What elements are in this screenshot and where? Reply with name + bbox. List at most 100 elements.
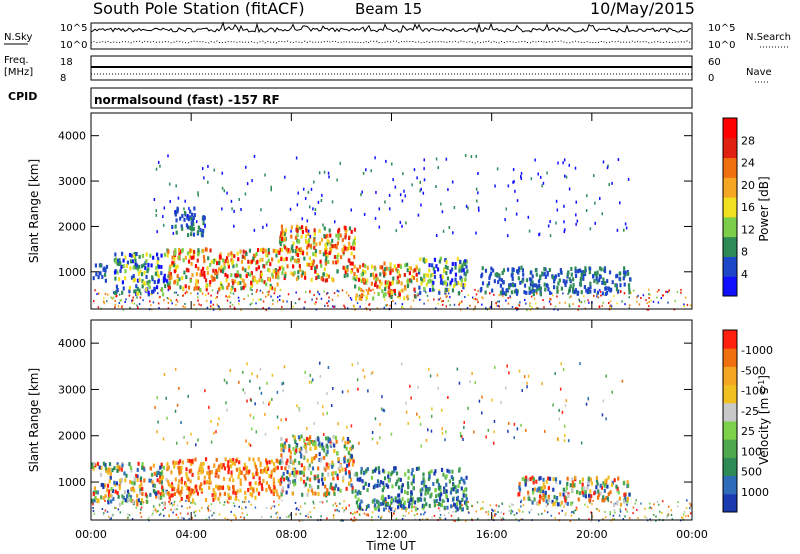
data-cell bbox=[500, 278, 503, 283]
data-cell bbox=[585, 209, 588, 213]
data-cell bbox=[586, 194, 588, 198]
data-cell bbox=[152, 512, 154, 515]
data-cell bbox=[289, 207, 292, 211]
data-cell bbox=[638, 303, 641, 306]
data-cell bbox=[461, 435, 463, 439]
data-cell bbox=[324, 278, 327, 283]
data-cell bbox=[221, 486, 225, 491]
data-cell bbox=[102, 512, 105, 515]
data-cell bbox=[193, 511, 195, 514]
data-cell bbox=[163, 514, 165, 517]
data-cell bbox=[477, 289, 479, 292]
data-cell bbox=[461, 264, 464, 269]
data-cell bbox=[133, 488, 136, 493]
data-cell bbox=[197, 475, 200, 480]
data-cell bbox=[497, 511, 499, 514]
data-cell bbox=[185, 482, 188, 487]
data-cell bbox=[610, 306, 612, 309]
data-cell bbox=[123, 490, 127, 495]
data-cell bbox=[152, 289, 155, 294]
data-cell bbox=[249, 481, 252, 486]
data-cell bbox=[493, 419, 496, 423]
data-cell bbox=[270, 188, 272, 192]
data-cell bbox=[233, 514, 235, 517]
data-cell bbox=[213, 490, 216, 495]
data-cell bbox=[445, 493, 448, 498]
data-cell bbox=[290, 234, 293, 239]
data-cell bbox=[443, 280, 446, 285]
data-cell bbox=[153, 287, 156, 292]
data-cell bbox=[267, 250, 270, 255]
data-cell bbox=[223, 378, 226, 382]
data-cell bbox=[399, 220, 402, 224]
data-cell bbox=[621, 300, 623, 303]
data-cell bbox=[131, 299, 134, 302]
data-cell bbox=[537, 286, 541, 291]
data-cell bbox=[191, 273, 194, 278]
data-cell bbox=[242, 388, 244, 392]
data-cell bbox=[140, 498, 143, 503]
data-cell bbox=[451, 288, 455, 293]
data-cell bbox=[153, 483, 156, 488]
data-cell bbox=[645, 299, 647, 302]
data-cell bbox=[552, 285, 556, 290]
data-cell bbox=[325, 278, 329, 283]
data-cell bbox=[378, 207, 381, 211]
data-cell bbox=[247, 487, 250, 492]
data-cell bbox=[464, 295, 466, 298]
data-cell bbox=[130, 275, 134, 280]
data-cell bbox=[313, 476, 316, 481]
data-cell bbox=[650, 299, 652, 302]
data-cell bbox=[516, 289, 519, 294]
data-cell bbox=[405, 401, 407, 405]
data-cell bbox=[252, 298, 254, 301]
data-cell bbox=[543, 306, 545, 309]
data-cell bbox=[305, 436, 309, 441]
data-cell bbox=[348, 470, 351, 475]
data-cell bbox=[124, 300, 126, 303]
data-cell bbox=[478, 399, 481, 403]
data-cell bbox=[167, 274, 170, 279]
data-cell bbox=[243, 255, 247, 260]
data-cell bbox=[527, 490, 530, 495]
data-cell bbox=[533, 289, 536, 294]
data-cell bbox=[458, 303, 460, 306]
data-cell bbox=[309, 262, 313, 267]
data-cell bbox=[405, 508, 407, 511]
data-cell bbox=[131, 518, 134, 521]
data-cell bbox=[404, 263, 407, 268]
data-cell bbox=[352, 241, 355, 246]
data-cell bbox=[578, 298, 580, 301]
data-cell bbox=[558, 512, 560, 515]
data-cell bbox=[539, 489, 542, 494]
data-cell bbox=[419, 257, 422, 262]
data-cell bbox=[531, 306, 533, 309]
data-cell bbox=[496, 167, 499, 171]
data-cell bbox=[145, 259, 148, 264]
data-cell bbox=[267, 293, 270, 296]
data-cell bbox=[551, 275, 554, 280]
data-cell bbox=[412, 299, 415, 302]
data-cell bbox=[399, 477, 402, 482]
data-cell bbox=[133, 289, 136, 294]
data-cell bbox=[212, 488, 215, 493]
data-cell bbox=[413, 505, 415, 508]
data-cell bbox=[168, 495, 171, 500]
data-cell bbox=[192, 232, 196, 237]
data-cell bbox=[348, 474, 351, 479]
data-cell bbox=[361, 269, 365, 274]
data-cell bbox=[146, 499, 149, 504]
data-cell bbox=[327, 259, 330, 264]
data-cell bbox=[471, 371, 473, 375]
data-cell bbox=[439, 516, 441, 519]
data-cell bbox=[435, 157, 438, 161]
data-cell bbox=[328, 228, 331, 233]
data-cell bbox=[286, 470, 289, 475]
data-cell bbox=[609, 490, 612, 495]
data-cell bbox=[317, 491, 320, 496]
data-cell bbox=[597, 295, 599, 298]
data-cell bbox=[249, 303, 252, 306]
data-cell bbox=[139, 476, 143, 481]
data-cell bbox=[266, 466, 270, 471]
data-cell bbox=[143, 270, 146, 275]
